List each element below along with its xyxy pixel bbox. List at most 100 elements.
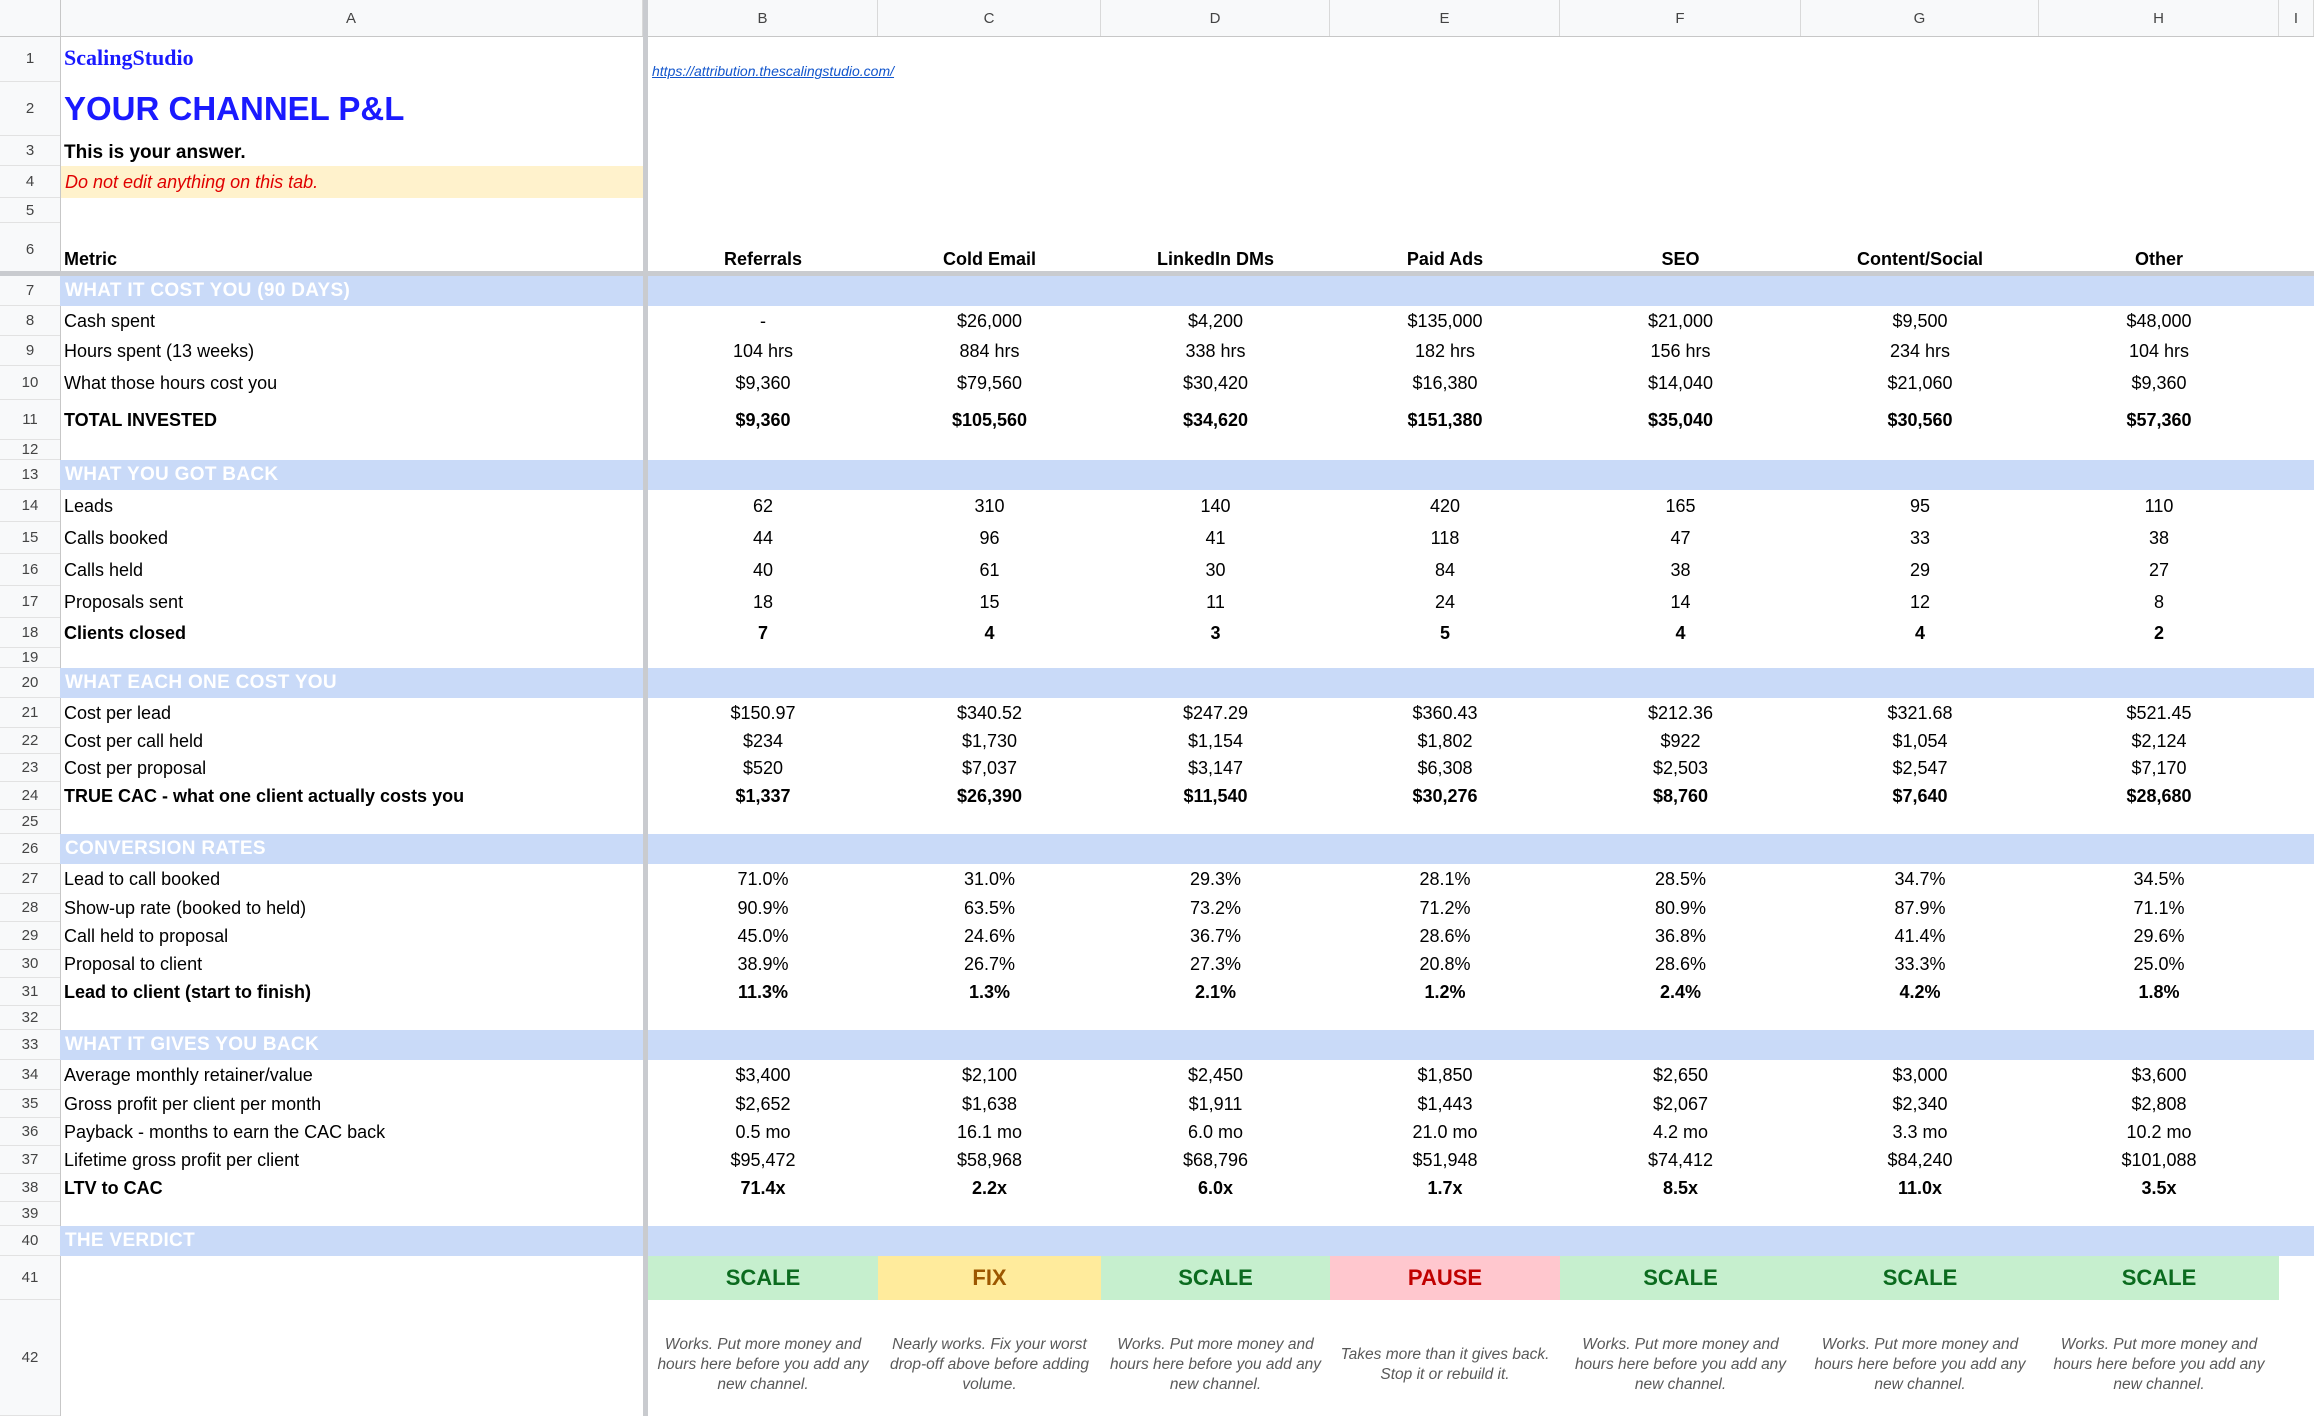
row-header-39[interactable]: 39: [0, 1202, 60, 1226]
row-header-24[interactable]: 24: [0, 782, 60, 810]
value-cell[interactable]: 28.6%: [1654, 953, 1707, 974]
metric-label[interactable]: Lead to client (start to finish): [64, 981, 312, 1002]
value-cell[interactable]: 36.8%: [1654, 925, 1707, 946]
value-cell[interactable]: 10.2 mo: [2126, 1121, 2192, 1142]
value-cell[interactable]: 44: [752, 527, 774, 548]
value-cell[interactable]: $105,560: [951, 409, 1028, 430]
value-cell[interactable]: $1,911: [1188, 1093, 1243, 1114]
value-cell[interactable]: $26,000: [956, 310, 1023, 331]
value-cell[interactable]: $58,968: [956, 1149, 1023, 1170]
verdict-note[interactable]: Works. Put more money and hours here bef…: [1814, 1336, 2026, 1393]
value-cell[interactable]: $84,240: [1887, 1149, 1953, 1170]
verdict-note[interactable]: Works. Put more money and hours here bef…: [1109, 1336, 1322, 1393]
value-cell[interactable]: $35,040: [1647, 409, 1714, 430]
metric-label[interactable]: Average monthly retainer/value: [64, 1064, 313, 1085]
value-cell[interactable]: 110: [2144, 495, 2174, 516]
row-header-21[interactable]: 21: [0, 698, 60, 728]
select-all-corner[interactable]: [0, 0, 61, 37]
row-header-10[interactable]: 10: [0, 366, 60, 400]
value-cell[interactable]: $1,443: [1417, 1093, 1473, 1114]
column-header-h[interactable]: H: [2039, 0, 2279, 36]
value-cell[interactable]: 4: [984, 622, 995, 643]
value-cell[interactable]: $3,147: [1187, 757, 1244, 778]
row-header-42[interactable]: 42: [0, 1300, 60, 1416]
value-cell[interactable]: 884 hrs: [959, 340, 1020, 361]
value-cell[interactable]: 2.2x: [971, 1177, 1008, 1198]
value-cell[interactable]: 71.4x: [740, 1177, 786, 1198]
value-cell[interactable]: 3.3 mo: [1892, 1121, 1948, 1142]
verdict-badge-scale[interactable]: SCALE: [648, 1256, 878, 1300]
row-header-6[interactable]: 6: [0, 223, 60, 276]
row-header-15[interactable]: 15: [0, 522, 60, 554]
value-cell[interactable]: $48,000: [2126, 310, 2192, 331]
value-cell[interactable]: $3,600: [2131, 1064, 2187, 1085]
value-cell[interactable]: 2: [2153, 622, 2164, 643]
verdict-note[interactable]: Nearly works. Fix your worst drop-off ab…: [889, 1336, 1090, 1393]
value-cell[interactable]: $2,100: [961, 1064, 1018, 1085]
row-header-9[interactable]: 9: [0, 336, 60, 366]
row-header-5[interactable]: 5: [0, 198, 60, 223]
value-cell[interactable]: 26.7%: [963, 953, 1016, 974]
value-cell[interactable]: 0.5 mo: [735, 1121, 791, 1142]
row-header-27[interactable]: 27: [0, 864, 60, 894]
value-cell[interactable]: $9,360: [2131, 372, 2187, 393]
metric-label[interactable]: Lifetime gross profit per client: [64, 1149, 300, 1170]
row-header-8[interactable]: 8: [0, 306, 60, 336]
value-cell[interactable]: $30,560: [1887, 409, 1953, 430]
value-cell[interactable]: $7,170: [2131, 757, 2187, 778]
value-cell[interactable]: 84: [1434, 559, 1456, 580]
value-cell[interactable]: 34.5%: [2133, 868, 2185, 889]
value-cell[interactable]: 7: [757, 622, 768, 643]
row-header-29[interactable]: 29: [0, 922, 60, 950]
row-header-35[interactable]: 35: [0, 1090, 60, 1118]
value-cell[interactable]: 30: [1205, 559, 1226, 580]
value-cell[interactable]: 33.3%: [1894, 953, 1946, 974]
row-header-1[interactable]: 1: [0, 36, 60, 82]
value-cell[interactable]: $9,360: [735, 409, 791, 430]
value-cell[interactable]: 63.5%: [963, 897, 1016, 918]
value-cell[interactable]: 29.3%: [1189, 868, 1242, 889]
row-header-23[interactable]: 23: [0, 754, 60, 782]
row-header-32[interactable]: 32: [0, 1006, 60, 1030]
value-cell[interactable]: 6.0 mo: [1187, 1121, 1244, 1142]
attribution-link[interactable]: https://attribution.thescalingstudio.com…: [652, 63, 895, 79]
value-cell[interactable]: 165: [1665, 495, 1696, 516]
value-cell[interactable]: $79,560: [956, 372, 1023, 393]
value-cell[interactable]: $135,000: [1407, 310, 1483, 331]
row-header-13[interactable]: 13: [0, 460, 60, 490]
metric-label[interactable]: Proposals sent: [64, 591, 184, 612]
row-header-36[interactable]: 36: [0, 1118, 60, 1146]
value-cell[interactable]: 45.0%: [737, 925, 789, 946]
value-cell[interactable]: 140: [1200, 495, 1231, 516]
value-cell[interactable]: $7,037: [961, 757, 1018, 778]
value-cell[interactable]: 1.2%: [1424, 981, 1466, 1002]
column-header-a[interactable]: A: [60, 0, 643, 36]
row-header-7[interactable]: 7: [0, 276, 60, 306]
column-header-d[interactable]: D: [1101, 0, 1330, 36]
value-cell[interactable]: 71.1%: [2133, 897, 2185, 918]
value-cell[interactable]: $151,380: [1407, 409, 1483, 430]
frozen-row-divider[interactable]: [0, 271, 2314, 276]
value-cell[interactable]: 104 hrs: [732, 340, 794, 361]
value-cell[interactable]: 1.8%: [2138, 981, 2180, 1002]
value-cell[interactable]: 104 hrs: [2128, 340, 2190, 361]
value-cell[interactable]: $3,000: [1892, 1064, 1948, 1085]
value-cell[interactable]: 16.1 mo: [956, 1121, 1023, 1142]
verdict-note[interactable]: Works. Put more money and hours here bef…: [1574, 1336, 1787, 1393]
metric-label[interactable]: Payback - months to earn the CAC back: [64, 1121, 386, 1142]
value-cell[interactable]: $4,200: [1187, 310, 1244, 331]
value-cell[interactable]: $2,503: [1652, 757, 1709, 778]
value-cell[interactable]: 8.5x: [1662, 1177, 1699, 1198]
metric-label[interactable]: What those hours cost you: [64, 372, 278, 393]
value-cell[interactable]: $520: [742, 757, 784, 778]
metric-label[interactable]: Calls held: [64, 559, 144, 580]
value-cell[interactable]: 33: [1909, 527, 1931, 548]
metric-label[interactable]: Show-up rate (booked to held): [64, 897, 307, 918]
row-header-41[interactable]: 41: [0, 1256, 60, 1300]
value-cell[interactable]: 62: [752, 495, 774, 516]
metric-label[interactable]: LTV to CAC: [64, 1177, 163, 1198]
value-cell[interactable]: $2,124: [2131, 730, 2187, 751]
value-cell[interactable]: $14,040: [1647, 372, 1714, 393]
value-cell[interactable]: $340.52: [956, 702, 1023, 723]
value-cell[interactable]: 61: [979, 559, 1000, 580]
